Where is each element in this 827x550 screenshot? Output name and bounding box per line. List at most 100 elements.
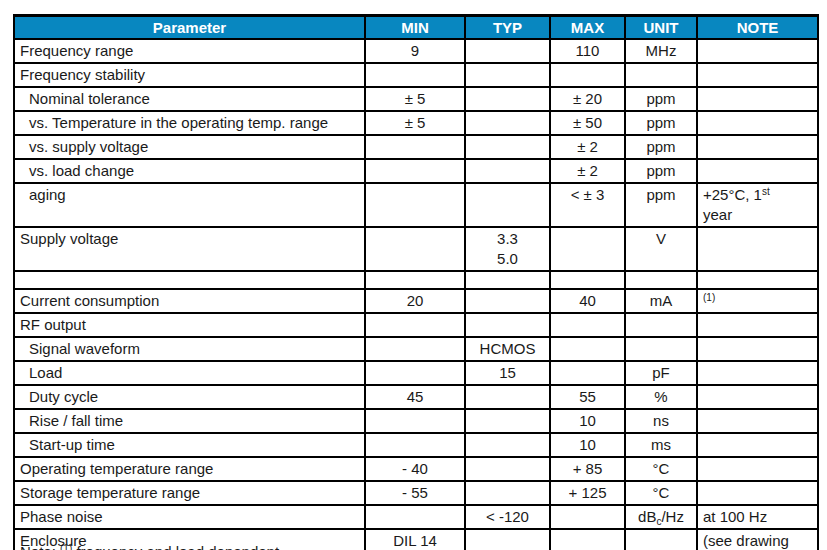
- cell-max: 10: [550, 433, 625, 457]
- cell-note: [697, 361, 818, 385]
- cell-max: [550, 271, 625, 289]
- cell-max: ± 50: [550, 111, 625, 135]
- cell-param: vs. supply voltage: [14, 135, 365, 159]
- cell-max: 40: [550, 289, 625, 313]
- superscript: st: [762, 186, 770, 197]
- cell-min: [365, 63, 465, 87]
- cell-typ: [465, 385, 550, 409]
- cell-param: Nominal tolerance: [14, 87, 365, 111]
- cell-param: Frequency stability: [14, 63, 365, 87]
- cell-note: [697, 433, 818, 457]
- table-row: Operating temperature range- 40+ 85°C: [14, 457, 818, 481]
- cell-typ: [465, 87, 550, 111]
- table-row: Frequency stability: [14, 63, 818, 87]
- cell-unit: [625, 337, 697, 361]
- cell-min: [365, 313, 465, 337]
- table-row: Load15pF: [14, 361, 818, 385]
- cell-param: [14, 271, 365, 289]
- cell-min: [365, 227, 465, 271]
- cell-param: vs. load change: [14, 159, 365, 183]
- cell-max: ± 2: [550, 135, 625, 159]
- cell-param: RF output: [14, 313, 365, 337]
- cell-typ: [465, 313, 550, 337]
- cell-min: [365, 433, 465, 457]
- cell-typ: [465, 433, 550, 457]
- table-row: vs. Temperature in the operating temp. r…: [14, 111, 818, 135]
- cell-typ: [465, 63, 550, 87]
- cell-note: [697, 409, 818, 433]
- table-row: Phase noise< -120dBc/Hzat 100 Hz: [14, 505, 818, 529]
- footnote: Note: (1) frequency and load dependent: [20, 543, 279, 550]
- cell-min: [365, 159, 465, 183]
- cell-param: Current consumption: [14, 289, 365, 313]
- cell-min: DIL 14: [365, 529, 465, 550]
- cell-param: Frequency range: [14, 39, 365, 63]
- cell-note: [697, 63, 818, 87]
- cell-unit: ppm: [625, 87, 697, 111]
- cell-min: [365, 409, 465, 433]
- cell-max: 55: [550, 385, 625, 409]
- cell-typ: [465, 457, 550, 481]
- cell-min: - 55: [365, 481, 465, 505]
- cell-unit: [625, 529, 697, 550]
- table-row: vs. supply voltage± 2ppm: [14, 135, 818, 159]
- cell-max: < ± 3: [550, 183, 625, 227]
- cell-typ: [465, 135, 550, 159]
- cell-max: [550, 361, 625, 385]
- cell-unit: ppm: [625, 111, 697, 135]
- cell-note: [697, 135, 818, 159]
- cell-max: + 85: [550, 457, 625, 481]
- cell-max: [550, 227, 625, 271]
- cell-typ: [465, 409, 550, 433]
- cell-min: [365, 271, 465, 289]
- cell-note: +25°C, 1styear: [697, 183, 818, 227]
- cell-param: Storage temperature range: [14, 481, 365, 505]
- cell-unit: ns: [625, 409, 697, 433]
- cell-min: [365, 361, 465, 385]
- cell-note: [697, 87, 818, 111]
- cell-unit: ppm: [625, 159, 697, 183]
- cell-param: Rise / fall time: [14, 409, 365, 433]
- cell-param: Supply voltage: [14, 227, 365, 271]
- cell-max: [550, 63, 625, 87]
- cell-note: [697, 313, 818, 337]
- cell-min: [365, 337, 465, 361]
- cell-unit: [625, 271, 697, 289]
- cell-param: Phase noise: [14, 505, 365, 529]
- cell-typ: [465, 289, 550, 313]
- cell-typ: 3.35.0: [465, 227, 550, 271]
- cell-max: [550, 337, 625, 361]
- superscript: (1): [60, 543, 72, 550]
- cell-max: ± 2: [550, 159, 625, 183]
- cell-unit: mA: [625, 289, 697, 313]
- column-header-min: MIN: [365, 16, 465, 40]
- cell-min: 20: [365, 289, 465, 313]
- cell-param: Operating temperature range: [14, 457, 365, 481]
- cell-min: [365, 183, 465, 227]
- cell-param: vs. Temperature in the operating temp. r…: [14, 111, 365, 135]
- table-row: vs. load change ± 2ppm: [14, 159, 818, 183]
- spacer-row: [14, 271, 818, 289]
- cell-note: [697, 385, 818, 409]
- cell-note: [697, 227, 818, 271]
- cell-typ: [465, 271, 550, 289]
- cell-note: [697, 39, 818, 63]
- spec-table-container: ParameterMINTYPMAXUNITNOTE Frequency ran…: [13, 14, 819, 550]
- table-row: Supply voltage3.35.0V: [14, 227, 818, 271]
- table-row: aging< ± 3ppm+25°C, 1styear: [14, 183, 818, 227]
- cell-max: + 125: [550, 481, 625, 505]
- cell-unit: [625, 313, 697, 337]
- cell-typ: [465, 111, 550, 135]
- cell-unit: dBc/Hz: [625, 505, 697, 529]
- cell-typ: < -120: [465, 505, 550, 529]
- cell-unit: ms: [625, 433, 697, 457]
- cell-max: [550, 313, 625, 337]
- cell-typ: 15: [465, 361, 550, 385]
- cell-min: ± 5: [365, 111, 465, 135]
- superscript: (1): [703, 292, 715, 303]
- column-header-typ: TYP: [465, 16, 550, 40]
- cell-typ: [465, 529, 550, 550]
- table-row: Signal waveformHCMOS: [14, 337, 818, 361]
- cell-min: 9: [365, 39, 465, 63]
- cell-unit: °C: [625, 481, 697, 505]
